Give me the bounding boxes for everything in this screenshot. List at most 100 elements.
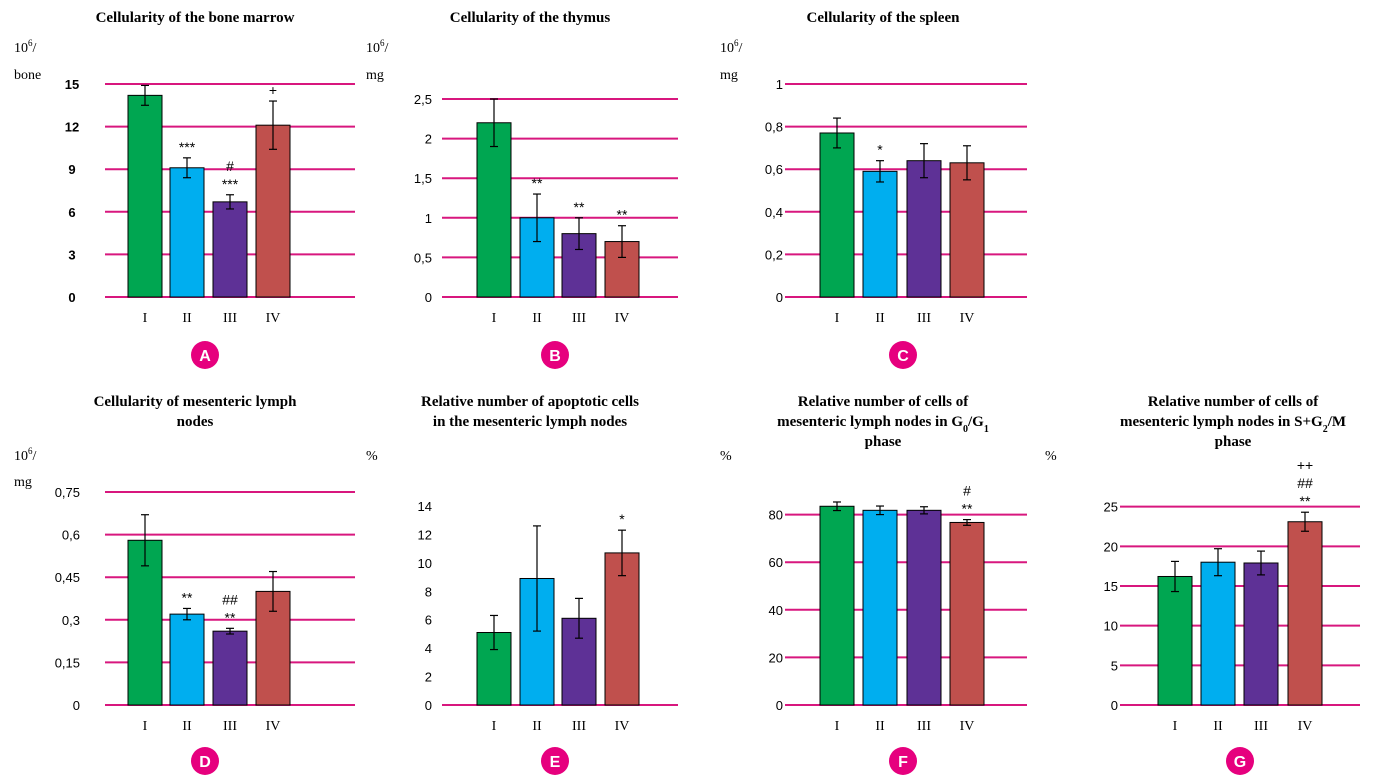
bar-i [127,539,163,706]
bar-iv [255,124,291,298]
y-tick-label: 0 [425,698,432,713]
x-category-label: I [143,719,148,734]
x-category-label: III [917,719,931,734]
significance-mark: *** [179,139,196,155]
chart-title-line: Cellularity of the spleen [807,10,961,26]
y-tick-label: 80 [769,508,783,523]
panel-badge [541,341,569,369]
x-category-label: III [572,311,586,326]
panel-letter: E [550,754,561,771]
chart-title-line: nodes [177,414,214,430]
y-tick-label: 15 [65,77,79,92]
bar-i [476,122,512,298]
y-tick-label: 12 [418,527,432,542]
y-tick-label: 0 [68,290,75,305]
bar-iii [906,509,942,706]
y-unit-label: % [1045,449,1057,464]
x-category-label: IV [615,311,630,326]
chart-panel-a: Cellularity of the bone marrow 106/bone 0 3… [14,10,355,369]
significance-mark: # [226,158,234,174]
x-category-label: IV [615,719,630,734]
panel-badge [541,747,569,775]
x-category-label: IV [266,719,281,734]
y-unit-label-line2: mg [14,475,32,490]
bar-iii [212,201,248,298]
y-tick-label: 0,6 [765,162,783,177]
chart-panel-e: Relative number of apoptotic cells in the… [366,394,678,775]
significance-mark: ** [225,609,236,625]
x-category-label: II [182,311,192,326]
chart-title-line: Cellularity of the thymus [450,10,611,26]
bar-ii [862,170,898,298]
bar-iii [906,160,942,298]
x-category-label: IV [960,311,975,326]
chart-title-line: Cellularity of mesenteric lymph [94,394,298,410]
y-unit-label: 106/ [720,38,743,56]
significance-mark: * [619,511,625,527]
y-unit-label: 106/ [366,38,389,56]
y-unit-label: 106/ [14,38,37,56]
significance-mark: *** [222,176,239,192]
y-tick-label: 5 [1111,658,1118,673]
chart-title-line: Relative number of cells of [1148,394,1320,410]
chart-panel-f: Relative number of cells of mesenteric ly… [720,394,1027,775]
x-category-label: IV [1298,719,1313,734]
y-unit-label: 106/ [14,446,37,464]
y-tick-label: 20 [1104,539,1118,554]
y-unit-label: % [720,449,732,464]
x-category-label: I [835,719,840,734]
significance-mark: + [269,82,277,98]
y-tick-label: 0 [73,698,80,713]
y-unit-label: % [366,449,378,464]
significance-mark: ** [962,501,973,517]
significance-mark: ** [1300,493,1311,509]
chart-title-line: mesenteric lymph nodes in G0/G1 [777,414,989,435]
panel-badge [191,341,219,369]
bar-ii [169,613,205,706]
y-tick-label: 60 [769,555,783,570]
bar-ii [862,509,898,706]
significance-mark: ## [1297,475,1313,491]
y-tick-label: 0,75 [55,485,80,500]
x-category-label: I [492,311,497,326]
y-tick-label: 0,3 [62,613,80,628]
bar-iv [1287,521,1323,706]
chart-title-line: Cellularity of the bone marrow [96,10,295,26]
x-category-label: II [1213,719,1223,734]
y-tick-label: 4 [425,641,432,656]
y-tick-label: 1 [425,211,432,226]
bar-iv [949,521,985,706]
y-tick-label: 3 [68,247,75,262]
y-unit-label-line2: mg [366,68,384,83]
x-category-label: III [572,719,586,734]
significance-mark: ** [574,199,585,215]
bar-iv [949,162,985,298]
panel-letter: G [1234,754,1246,771]
y-tick-label: 8 [425,584,432,599]
y-tick-label: 0,45 [55,570,80,585]
panel-letter: D [199,754,211,771]
y-tick-label: 0,4 [765,205,783,220]
y-tick-label: 0,5 [414,250,432,265]
y-tick-label: 20 [769,650,783,665]
significance-mark: # [963,483,971,499]
y-tick-label: 2 [425,670,432,685]
chart-panel-c: Cellularity of the spleen 106/mg 0 0,2 0,4 0,… [720,10,1027,369]
chart-title-line: mesenteric lymph nodes in S+G2/M [1120,414,1346,435]
bar-i [819,132,855,298]
chart-title-line: Relative number of cells of [798,394,970,410]
bar-iv [255,590,291,706]
y-tick-label: 6 [68,205,75,220]
y-tick-label: 0,2 [765,247,783,262]
x-category-label: III [917,311,931,326]
bar-iii [1243,562,1279,706]
significance-mark: ** [532,175,543,191]
bar-i [127,94,163,298]
y-tick-label: 2 [425,132,432,147]
x-category-label: II [875,311,885,326]
panel-letter: B [549,348,561,365]
y-tick-label: 0,15 [55,655,80,670]
y-tick-label: 15 [1104,579,1118,594]
x-category-label: I [1173,719,1178,734]
